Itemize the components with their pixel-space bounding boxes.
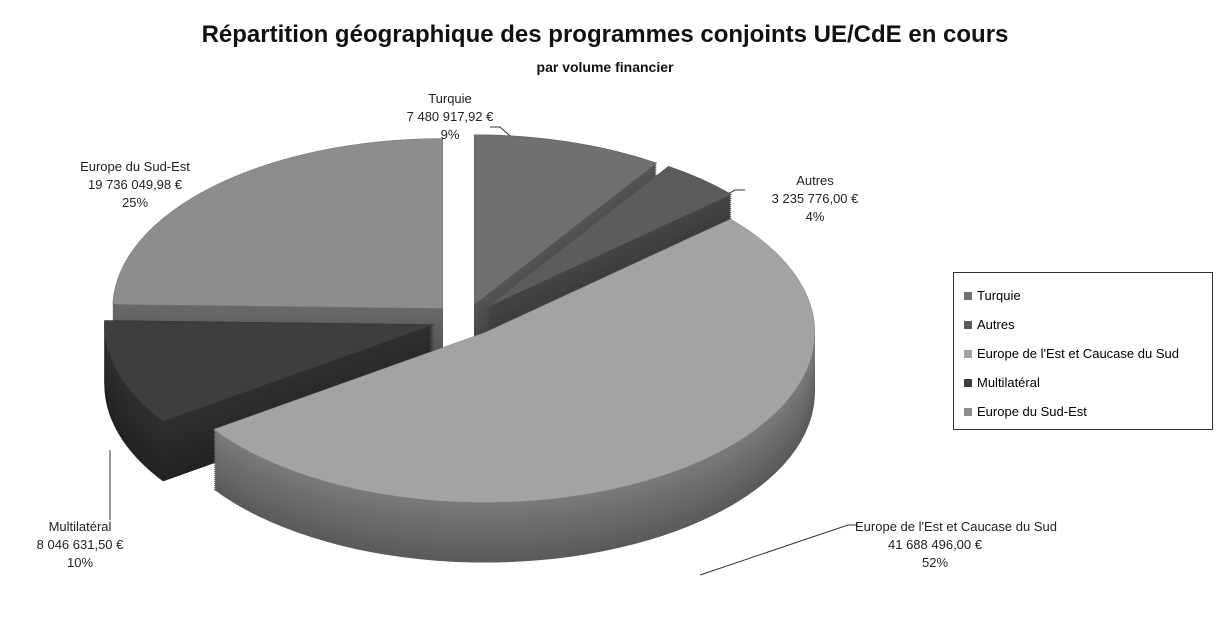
legend-label: Europe de l'Est et Caucase du Sud (977, 346, 1179, 361)
slice (485, 165, 733, 309)
chart-subtitle: par volume financier (537, 59, 674, 75)
legend-item: Turquie (964, 281, 1202, 310)
label-line: Turquie (428, 91, 472, 106)
legend-item: Multilatéral (964, 368, 1202, 397)
legend-swatch (964, 291, 972, 300)
slice (473, 134, 658, 306)
legend-swatch (964, 407, 972, 416)
label-line: 19 736 049,98 € (88, 177, 182, 192)
label: Turquie 7 480 917,92 € 9% (385, 90, 515, 144)
leader-line (699, 524, 858, 576)
legend-label: Multilatéral (977, 375, 1040, 390)
legend-item: Autres (964, 310, 1202, 339)
label-line: 10% (66, 555, 94, 570)
slice (213, 218, 816, 503)
label-line: 41 688 496,00 € (888, 537, 982, 552)
legend-label: Europe du Sud-Est (977, 404, 1087, 419)
label-line: 7 480 917,92 € (406, 109, 494, 124)
label: Europe du Sud-Est 19 736 049,98 € 25% (60, 158, 210, 212)
legend: Turquie Autres Europe de l'Est et Caucase … (953, 272, 1213, 430)
label-line: Europe de l'Est et Caucase du Sud (855, 519, 1057, 534)
legend-item: Europe du Sud-Est (964, 397, 1202, 426)
pie (104, 134, 816, 563)
label: Multilatéral 8 046 631,50 € 10% (10, 518, 150, 572)
legend-label: Autres (977, 317, 1015, 332)
legend-swatch (964, 349, 972, 358)
legend-swatch (964, 320, 972, 329)
slice (104, 320, 435, 422)
label: Autres 3 235 776,00 € 4% (745, 172, 885, 226)
legend-item: Europe de l'Est et Caucase du Sud (964, 339, 1202, 368)
chart-title: Répartition géographique des programmes … (202, 21, 1009, 48)
label: Europe de l'Est et Caucase du Sud 41 688 … (855, 518, 1057, 572)
label-line: 4% (805, 209, 825, 224)
label-line: 3 235 776,00 € (771, 191, 859, 206)
slice (112, 138, 443, 309)
label-line: 25% (121, 195, 149, 210)
label-line: Multilatéral (48, 519, 112, 534)
label-line: 52% (921, 555, 949, 570)
legend-swatch (964, 378, 972, 387)
label-line: Autres (796, 173, 834, 188)
label-line: 9% (440, 127, 460, 142)
label-line: 8 046 631,50 € (36, 537, 124, 552)
legend-label: Turquie (977, 288, 1021, 303)
label-line: Europe du Sud-Est (80, 159, 190, 174)
